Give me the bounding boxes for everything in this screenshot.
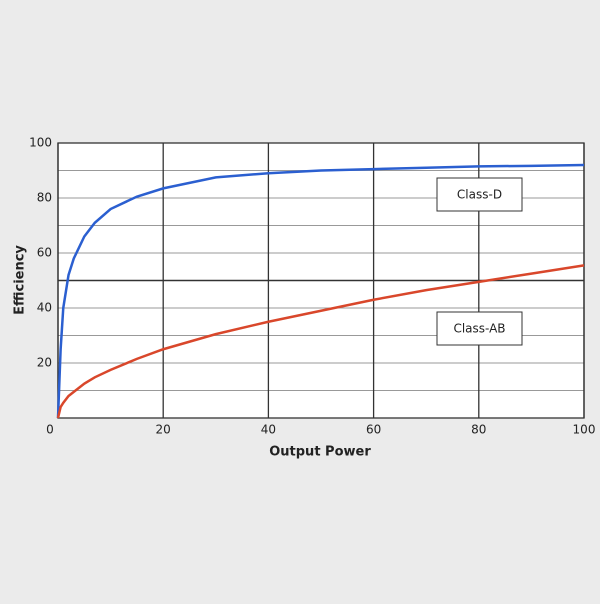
- line: [56, 163, 585, 419]
- series-label: Class-D: [457, 188, 502, 202]
- y-tick-label: 20: [37, 356, 52, 370]
- x-tick-label: 20: [156, 423, 171, 437]
- line: [56, 264, 585, 419]
- x-tick-label: 40: [261, 423, 276, 437]
- x-tick-label: 0: [46, 423, 54, 437]
- y-tick-label: 100: [29, 136, 52, 150]
- x-tick-label: 100: [573, 423, 596, 437]
- series-label: Class-AB: [453, 322, 505, 336]
- plot-border: [57, 142, 585, 419]
- y-tick-label: 60: [37, 246, 52, 260]
- x-tick-label: 60: [366, 423, 381, 437]
- y-axis-label: Efficiency: [13, 245, 28, 315]
- y-tick-label: 40: [37, 301, 52, 315]
- y-tick-label: 80: [37, 191, 52, 205]
- series-label-box: [436, 311, 523, 346]
- x-tick-label: 80: [471, 423, 486, 437]
- x-axis-label: Output Power: [269, 445, 371, 460]
- series-label-box: [436, 177, 523, 212]
